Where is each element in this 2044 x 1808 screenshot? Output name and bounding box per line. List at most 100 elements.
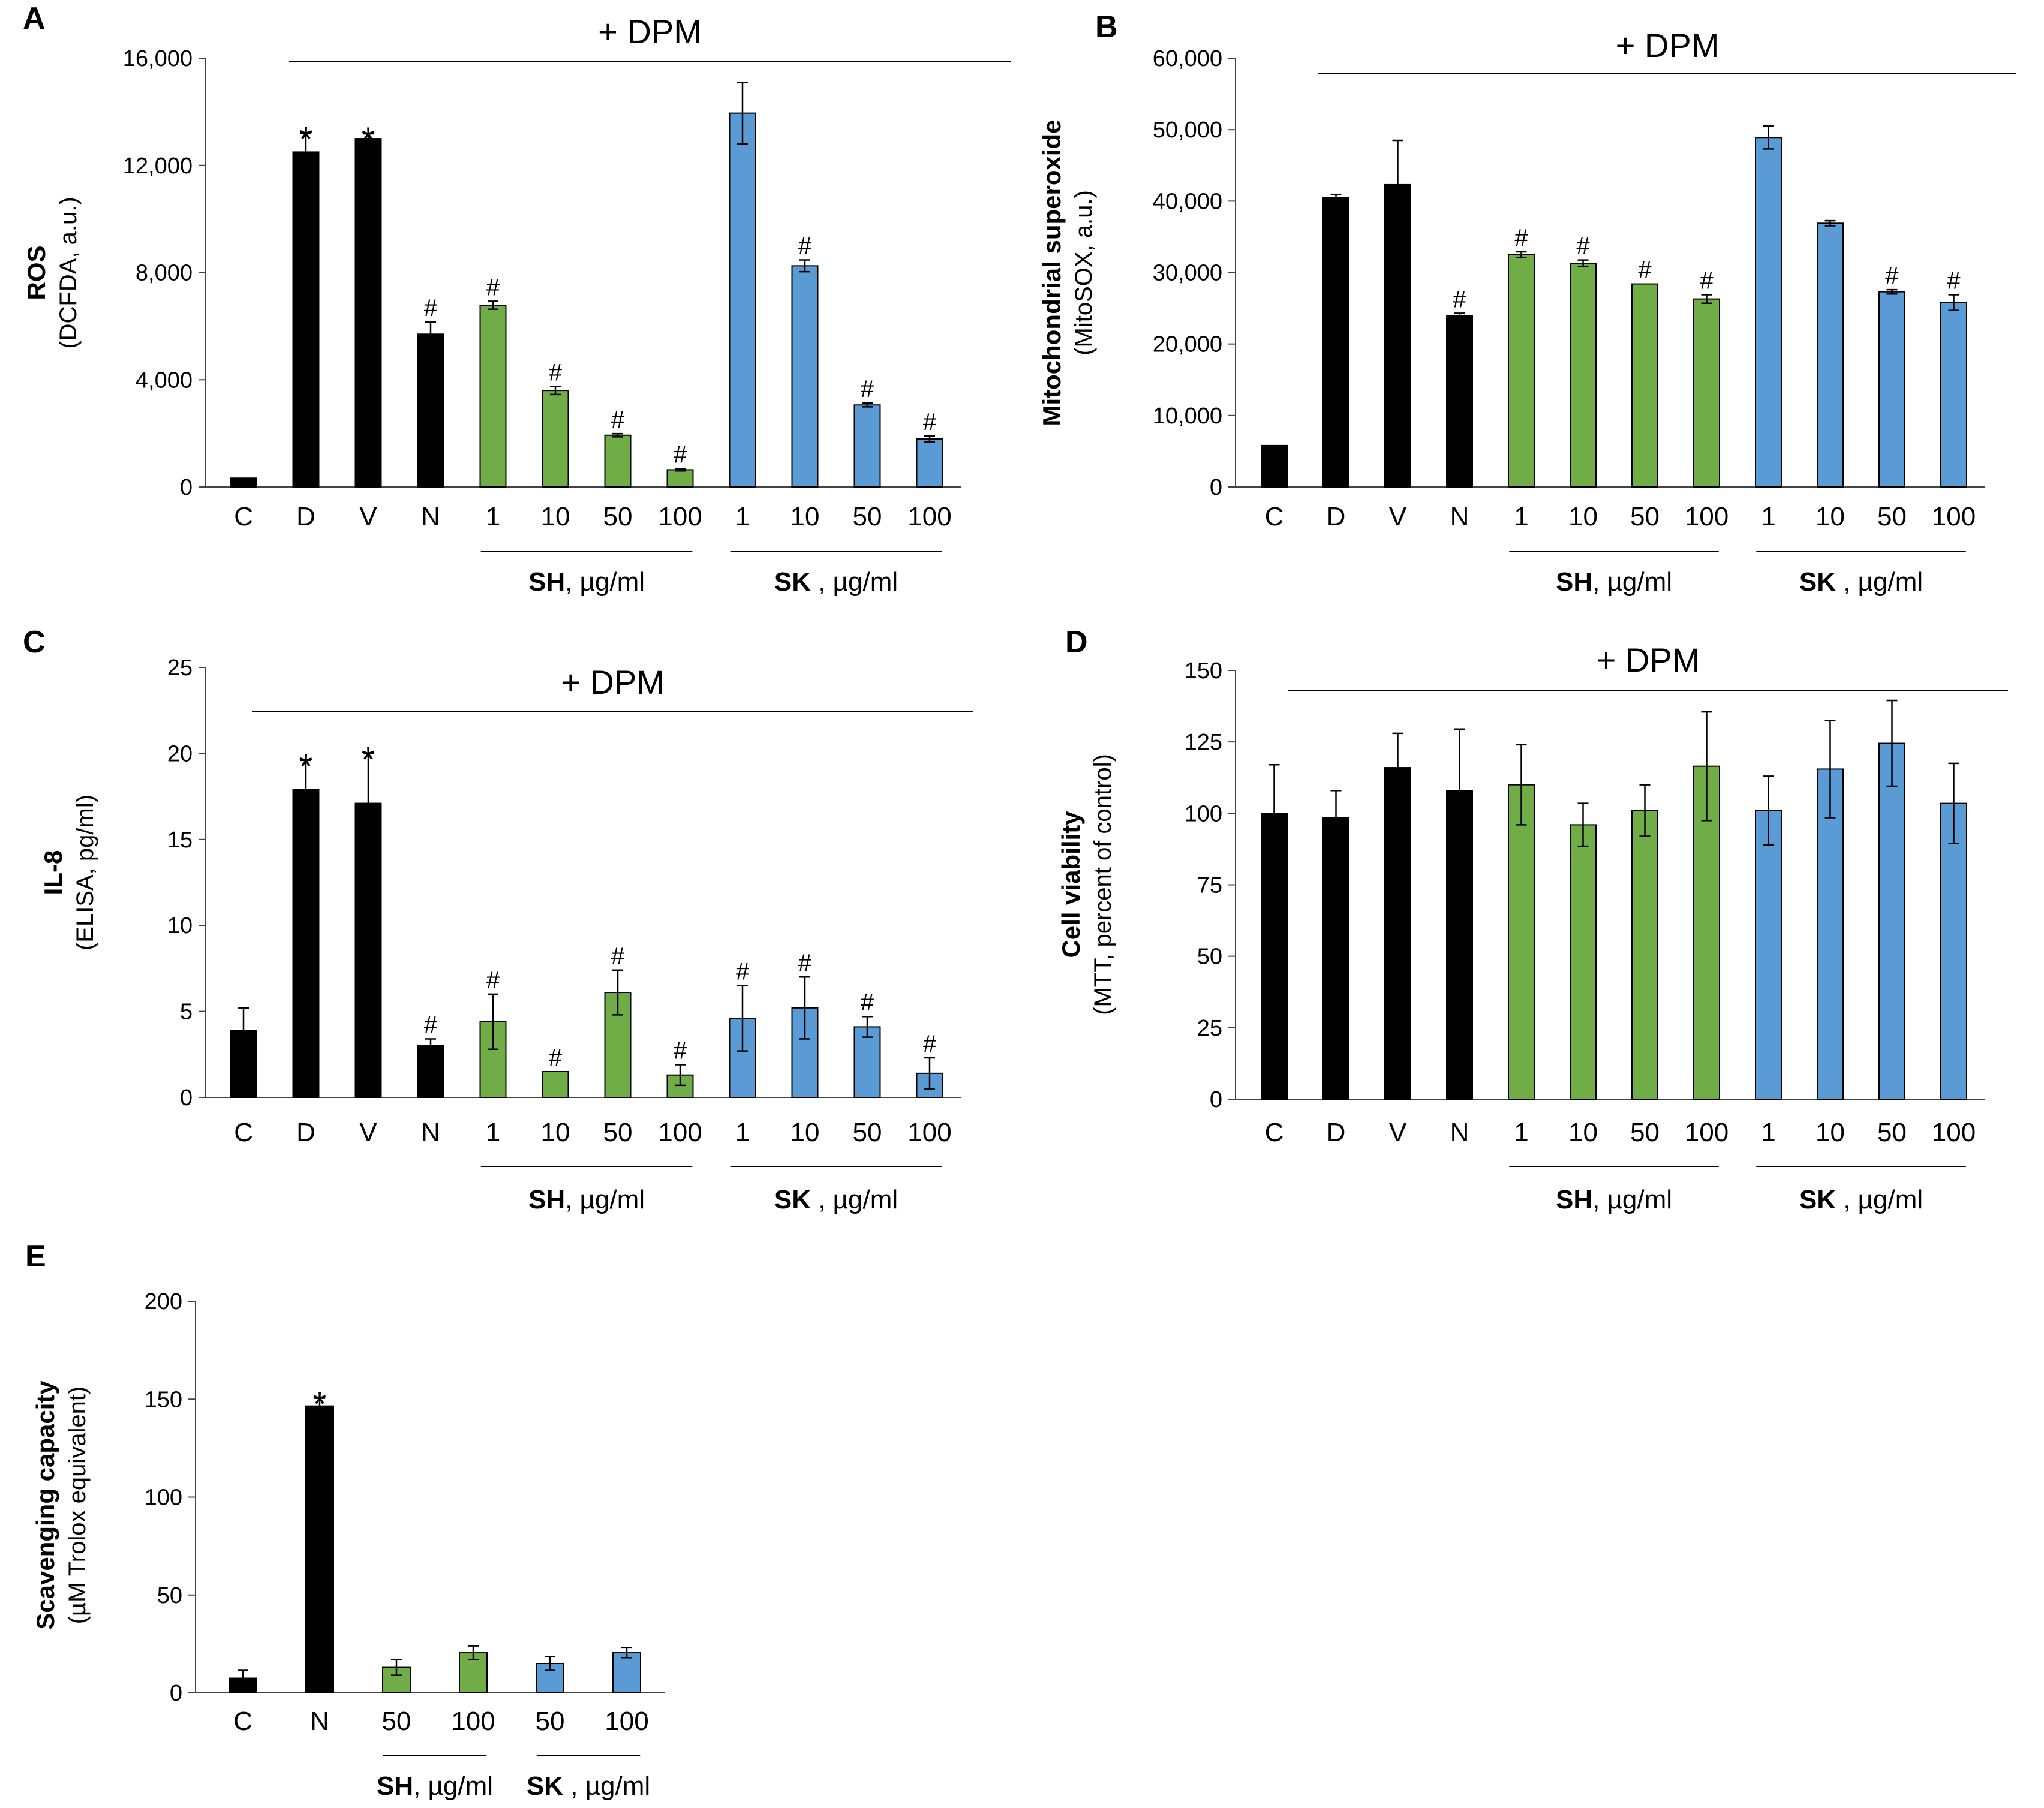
bar-d [1322, 817, 1349, 1100]
y-tick-label-c: 0 [180, 1085, 193, 1111]
significance-hash-b: # [1638, 257, 1652, 284]
significance-hash-c: # [861, 989, 874, 1016]
y-tick-label-a: 8,000 [136, 261, 193, 286]
bar-d [1878, 742, 1905, 1100]
y-tick-label-d: 100 [1185, 801, 1222, 826]
group-label-a: SH, µg/ml [528, 567, 645, 597]
y-tick-label-e: 0 [170, 1681, 182, 1706]
y-axis-label-unit-d: (MTT, percent of control) [1090, 754, 1116, 1015]
y-tick-label-e: 150 [145, 1387, 182, 1412]
bar-b [1631, 283, 1658, 488]
y-axis-label-unit-e: (µM Trolox equivalent) [64, 1386, 91, 1625]
y-axis-label-e: Scavenging capacity (µM Trolox equivalent… [31, 1380, 91, 1630]
category-label-c: 1 [486, 1118, 500, 1147]
group-unit-a: , µg/ml [565, 567, 645, 597]
group-name-e: SH [377, 1771, 413, 1801]
category-label-c: V [359, 1118, 377, 1147]
y-axis-label-d: Cell viability (MTT, percent of control) [1057, 754, 1116, 1015]
panel-label-c: C [23, 625, 46, 660]
y-axis-label-bold-a: ROS [22, 245, 50, 300]
dpm-title-d: + DPM [1597, 641, 1700, 679]
category-label-b: 1 [1761, 502, 1775, 531]
bar-b [1755, 137, 1782, 488]
category-label-e: 100 [605, 1707, 648, 1736]
significance-hash-c: # [736, 959, 750, 985]
bar-b [1940, 302, 1967, 488]
bar-b [1446, 315, 1473, 488]
panel-a-chart: A 0 4,000 8,000 12,000 16,000 ROS (DCFDA, a.u.)… [22, 1, 1011, 597]
category-label-a: N [421, 502, 440, 531]
category-label-a: V [359, 502, 377, 531]
category-label-b: 1 [1514, 502, 1528, 531]
category-label-d: 50 [1630, 1118, 1660, 1147]
y-tick-label-d: 0 [1210, 1087, 1222, 1112]
significance-hash-b: # [1453, 286, 1466, 312]
significance-hash-a: # [861, 376, 874, 402]
y-tick-label-a: 12,000 [123, 154, 193, 179]
category-label-e: C [233, 1707, 253, 1736]
bar-d [1570, 824, 1597, 1100]
category-label-d: 1 [1514, 1118, 1528, 1147]
y-tick-label-b: 20,000 [1153, 332, 1222, 357]
category-label-d: 100 [1932, 1118, 1976, 1147]
bar-a [791, 265, 819, 488]
category-label-c: 10 [790, 1118, 820, 1147]
y-tick-label-b: 50,000 [1153, 118, 1222, 143]
significance-hash-c: # [486, 967, 500, 994]
significance-star-a: * [362, 121, 375, 160]
bar-a [729, 112, 756, 488]
category-label-d: 50 [1877, 1118, 1907, 1147]
category-label-d: D [1327, 1118, 1346, 1147]
group-label-e: SK , µg/ml [527, 1771, 650, 1801]
y-tick-label-e: 200 [145, 1289, 182, 1314]
significance-hash-c: # [674, 1038, 687, 1064]
bar-d [1508, 784, 1535, 1100]
bar-d [1940, 802, 1967, 1100]
category-label-b: 100 [1685, 502, 1729, 531]
y-axis-label-unit-a: (DCFDA, a.u.) [55, 197, 82, 348]
y-tick-label-e: 50 [157, 1583, 182, 1608]
bar-b [1693, 298, 1720, 488]
group-name-c: SH [528, 1185, 565, 1214]
significance-hash-a: # [549, 359, 563, 386]
category-label-c: 50 [853, 1118, 882, 1147]
group-name-b: SK [1799, 567, 1836, 597]
category-label-c: 100 [658, 1118, 702, 1147]
category-label-d: 10 [1815, 1118, 1845, 1147]
significance-star-a: * [299, 120, 313, 159]
category-label-a: 10 [541, 502, 570, 531]
category-label-d: N [1450, 1118, 1469, 1147]
bar-a [354, 138, 382, 488]
bar-a [666, 469, 694, 488]
significance-hash-b: # [1885, 263, 1899, 289]
y-axis-label-c: IL-8 (ELISA, pg/ml) [39, 795, 98, 950]
bar-a [230, 477, 257, 488]
category-label-a: 100 [658, 502, 702, 531]
group-label-e: SH, µg/ml [377, 1771, 493, 1801]
bar-a [853, 404, 881, 488]
category-label-a: 50 [603, 502, 633, 531]
bar-c [417, 1045, 444, 1098]
group-name-c: SK [774, 1185, 811, 1214]
category-label-b: N [1450, 502, 1469, 531]
significance-hash-a: # [674, 442, 687, 468]
group-unit-c: , µg/ml [811, 1185, 898, 1214]
significance-hash-c: # [798, 950, 812, 976]
y-tick-label-b: 30,000 [1153, 261, 1222, 286]
group-unit-d: , µg/ml [1592, 1185, 1672, 1214]
significance-hash-a: # [798, 233, 812, 259]
category-label-c: C [234, 1118, 253, 1147]
y-tick-label-c: 10 [167, 913, 193, 938]
category-label-c: 10 [541, 1118, 570, 1147]
y-tick-label-c: 5 [180, 1000, 193, 1025]
category-label-a: D [296, 502, 315, 531]
group-name-e: SK [527, 1771, 563, 1801]
category-label-a: 100 [907, 502, 951, 531]
bar-c [292, 789, 320, 1099]
significance-hash-b: # [1576, 233, 1590, 260]
significance-star-c: * [362, 740, 375, 779]
group-unit-e: , µg/ml [413, 1771, 493, 1801]
y-axis-label-unit-c: (ELISA, pg/ml) [72, 795, 98, 950]
group-unit-c: , µg/ml [565, 1185, 645, 1214]
bar-e [305, 1405, 334, 1693]
